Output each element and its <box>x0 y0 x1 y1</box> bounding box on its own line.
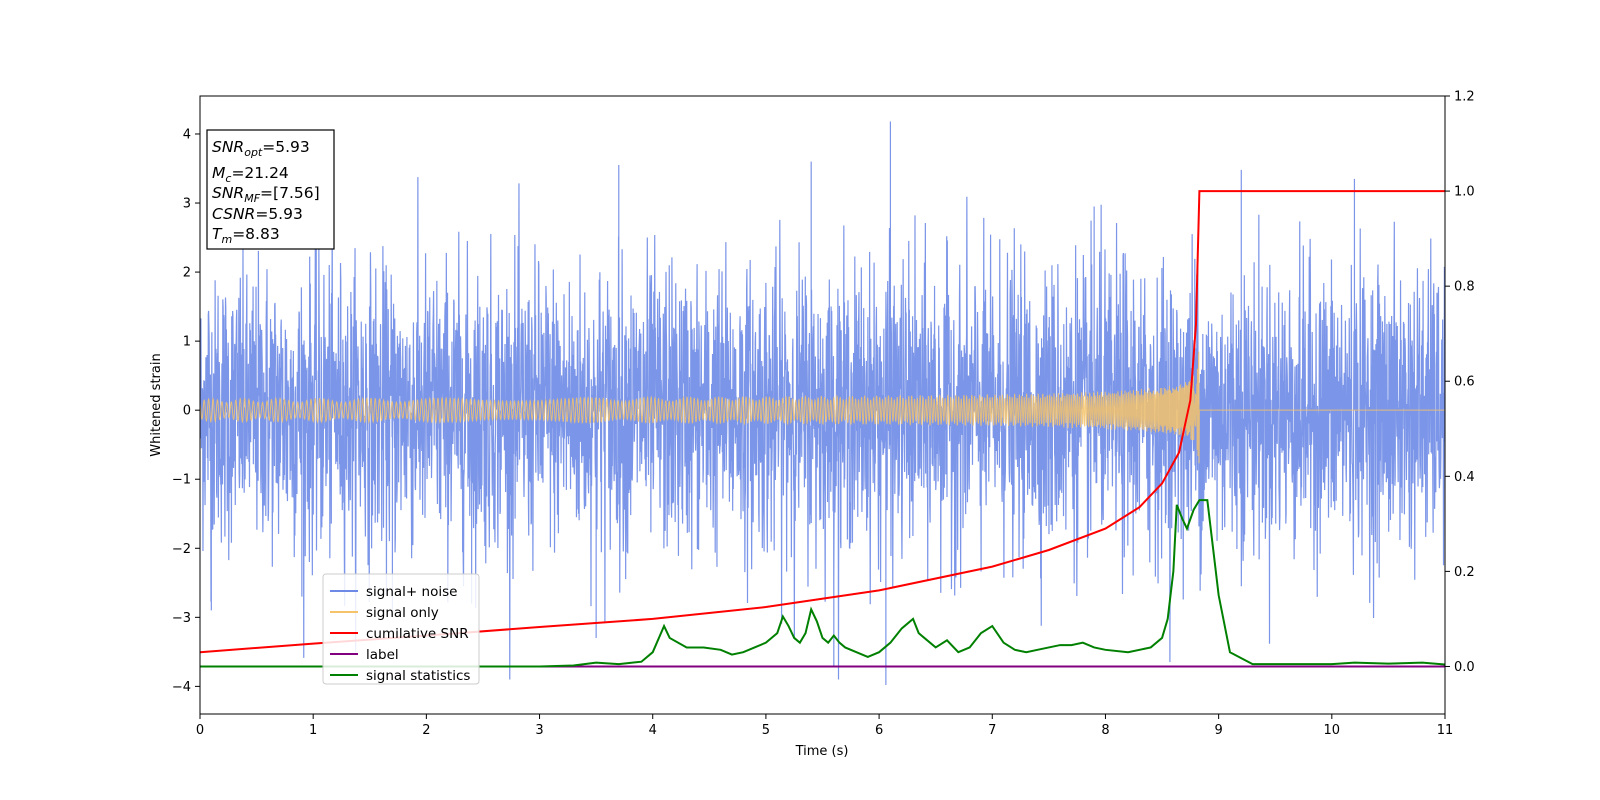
x-tick-label: 6 <box>875 723 883 738</box>
y-tick-label: 0 <box>183 404 191 419</box>
x-tick-label: 10 <box>1324 723 1341 738</box>
x-tick-label: 11 <box>1437 723 1454 738</box>
y2-tick-label: 1.2 <box>1454 90 1475 105</box>
stats-box-frame <box>206 129 335 250</box>
cumulative-snr-line <box>200 190 1445 654</box>
y2-tick-label: 0.8 <box>1454 280 1475 295</box>
y2-tick-label: 0.6 <box>1454 375 1475 390</box>
plot-area <box>200 121 1445 685</box>
y-tick-label: −3 <box>172 611 191 626</box>
x-axis: 0 1 2 3 4 5 6 7 8 9 10 11 <box>196 714 1453 738</box>
x-tick-label: 1 <box>309 723 317 738</box>
x-tick-label: 3 <box>535 723 543 738</box>
signal-statistics-line <box>200 499 1445 668</box>
plot-frame <box>199 95 1446 715</box>
y2-tick-label: 1.0 <box>1454 185 1475 200</box>
x-tick-label: 5 <box>762 723 770 738</box>
y-tick-label: −1 <box>172 473 191 488</box>
signal-plus-noise-line <box>200 121 1445 685</box>
stats-annotation-box: SNRopt=5.93 Mc=21.24 SNRMF=[7.56] CSNR=5… <box>206 129 335 250</box>
legend-label: signal+ noise <box>366 584 457 600</box>
x-tick-label: 9 <box>1214 723 1222 738</box>
y2-tick-label: 0.4 <box>1454 470 1475 485</box>
y-tick-label: 4 <box>183 127 191 142</box>
legend: signal+ noise signal only cumilative SNR la… <box>322 573 480 685</box>
legend-label: label <box>366 647 399 663</box>
x-tick-label: 0 <box>196 723 204 738</box>
y2-tick-label: 0.2 <box>1454 565 1475 580</box>
signal-only-line <box>200 351 1445 464</box>
y-tick-label: 3 <box>183 197 191 212</box>
y-axis-title: Whitened strain <box>149 353 164 456</box>
stats-mc: Mc=21.24 <box>212 164 289 185</box>
stats-csnr: CSNR=5.93 <box>212 205 303 223</box>
stats-snr-mf: SNRMF=[7.56] <box>212 184 320 205</box>
legend-label: signal only <box>366 605 439 621</box>
y-tick-label: 1 <box>183 335 191 350</box>
y2-tick-label: 0.0 <box>1454 660 1475 675</box>
legend-frame <box>322 573 480 685</box>
stats-snr-opt: SNRopt=5.93 <box>212 138 310 159</box>
x-tick-label: 7 <box>988 723 996 738</box>
legend-label: signal statistics <box>366 668 470 684</box>
x-axis-title: Time (s) <box>795 744 849 759</box>
y-tick-label: −2 <box>172 542 191 557</box>
x-tick-label: 8 <box>1101 723 1109 738</box>
x-tick-label: 2 <box>422 723 430 738</box>
y-tick-label: −4 <box>172 680 191 695</box>
x-tick-label: 4 <box>649 723 657 738</box>
y-tick-label: 2 <box>183 266 191 281</box>
y-axis-right: 0.0 0.2 0.4 0.6 0.8 1.0 1.2 <box>1445 90 1475 675</box>
stats-tm: Tm=8.83 <box>212 225 280 246</box>
y-axis-left: −4 −3 −2 −1 0 1 2 3 4 <box>172 127 200 695</box>
legend-label: cumilative SNR <box>366 626 469 642</box>
